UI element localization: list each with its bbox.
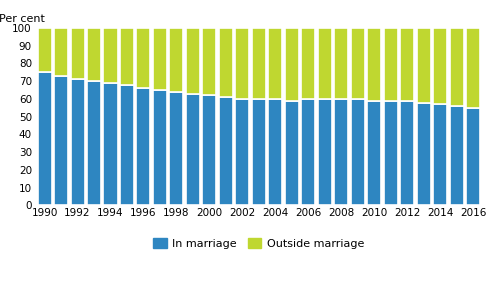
Bar: [120, 28, 134, 85]
Bar: [301, 99, 315, 206]
Text: Per cent: Per cent: [0, 14, 45, 24]
Bar: [351, 99, 365, 206]
Bar: [433, 104, 447, 206]
Bar: [318, 99, 332, 206]
Bar: [417, 102, 430, 206]
Bar: [400, 101, 414, 206]
Bar: [54, 76, 68, 206]
Bar: [285, 101, 299, 206]
Bar: [252, 28, 266, 99]
Bar: [70, 80, 85, 206]
Bar: [87, 28, 101, 81]
Bar: [433, 28, 447, 104]
Bar: [37, 72, 52, 206]
Bar: [169, 92, 184, 206]
Bar: [103, 83, 118, 206]
Bar: [87, 81, 101, 206]
Bar: [318, 28, 332, 99]
Bar: [219, 97, 233, 206]
Bar: [103, 28, 118, 83]
Bar: [466, 108, 480, 206]
Bar: [136, 28, 151, 88]
Bar: [186, 94, 200, 206]
Bar: [334, 99, 348, 206]
Bar: [252, 99, 266, 206]
Bar: [235, 99, 249, 206]
Bar: [54, 28, 68, 76]
Bar: [37, 28, 52, 72]
Bar: [186, 28, 200, 94]
Bar: [153, 28, 167, 90]
Legend: In marriage, Outside marriage: In marriage, Outside marriage: [149, 233, 369, 253]
Bar: [450, 28, 463, 106]
Bar: [351, 28, 365, 99]
Bar: [169, 28, 184, 92]
Bar: [70, 28, 85, 80]
Bar: [367, 101, 381, 206]
Bar: [384, 28, 398, 101]
Bar: [367, 28, 381, 101]
Bar: [268, 28, 282, 99]
Bar: [202, 95, 216, 206]
Bar: [301, 28, 315, 99]
Bar: [268, 99, 282, 206]
Bar: [417, 28, 430, 102]
Bar: [466, 28, 480, 108]
Bar: [136, 88, 151, 206]
Bar: [235, 28, 249, 99]
Bar: [285, 28, 299, 101]
Bar: [334, 28, 348, 99]
Bar: [400, 28, 414, 101]
Bar: [384, 101, 398, 206]
Bar: [153, 90, 167, 206]
Bar: [120, 85, 134, 206]
Bar: [202, 28, 216, 95]
Bar: [219, 28, 233, 97]
Bar: [450, 106, 463, 206]
